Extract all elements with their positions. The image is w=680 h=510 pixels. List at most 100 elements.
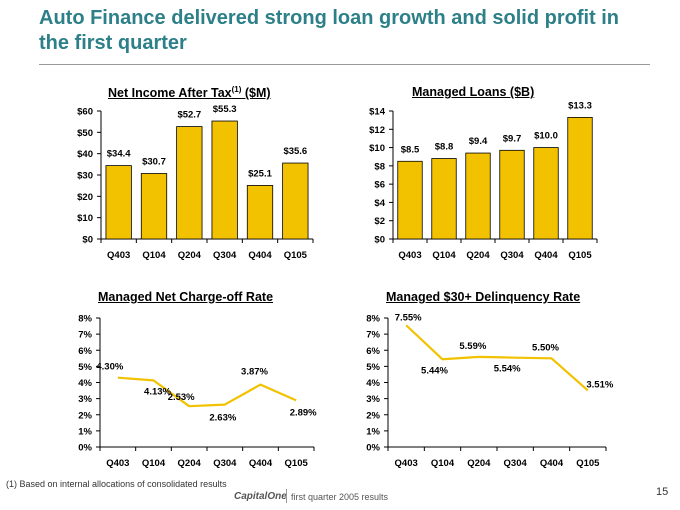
charge-off-x-tick-label: Q105 [285, 458, 309, 469]
charge-off-x-tick-label: Q404 [249, 458, 273, 469]
managed-loans-data-label: $8.5 [401, 144, 420, 155]
managed-loans-data-label: $8.8 [435, 142, 454, 153]
charge-off-y-tick-label: 1% [78, 426, 92, 437]
net-income-x-tick-label: Q105 [284, 250, 308, 261]
charge-off-y-tick-label: 8% [78, 314, 92, 325]
net-income-bar [282, 162, 309, 240]
net-income-x-tick-label: Q404 [248, 250, 272, 261]
managed-loans-bar [431, 158, 457, 240]
delinquency-data-label: 7.55% [395, 312, 422, 323]
charge-off-data-label: 2.63% [209, 413, 236, 424]
net-income-y-tick-label: $0 [82, 235, 93, 246]
charge-off-y-tick-label: 2% [78, 410, 92, 421]
net-income-data-label: $55.3 [213, 104, 237, 115]
charge-off-x-tick-label: Q304 [213, 458, 237, 469]
delinquency-y-tick-label: 3% [366, 394, 380, 405]
charge-off-y-tick-label: 7% [78, 330, 92, 341]
managed-loans-x-tick-label: Q404 [534, 250, 558, 261]
delinquency-x-tick-label: Q403 [395, 458, 418, 469]
delinquency-data-label: 5.59% [459, 341, 486, 352]
managed-loans-y-tick-label: $10 [369, 143, 385, 154]
managed-loans-bar [567, 117, 593, 240]
managed-loans-bar [499, 149, 525, 240]
delinquency-y-tick-label: 6% [366, 346, 380, 357]
delinquency-x-tick-label: Q105 [576, 458, 600, 469]
net-income-title-text: Net Income After Tax [108, 86, 232, 101]
delinquency-x-tick-label: Q204 [467, 458, 491, 469]
delinquency-chart-title: Managed $30+ Delinquency Rate [386, 290, 581, 304]
net-income-bar [140, 173, 168, 240]
page-number: 15 [656, 486, 669, 498]
net-income-chart-title: Net Income After Tax(1) ($M) [108, 85, 271, 100]
delinquency-y-tick-label: 7% [366, 330, 380, 341]
charge-off-y-tick-label: 5% [78, 362, 92, 373]
delinquency-y-tick-label: 1% [366, 426, 380, 437]
net-income-x-tick-label: Q403 [107, 250, 130, 261]
charge-off-data-label: 2.53% [168, 392, 195, 403]
managed-loans-y-tick-label: $14 [369, 107, 386, 118]
delinquency-y-tick-label: 8% [366, 314, 380, 325]
brand-separator [286, 489, 287, 503]
delinquency-data-label: 5.44% [421, 365, 448, 376]
net-income-y-tick-label: $50 [77, 128, 93, 139]
delinquency-y-tick-label: 0% [366, 443, 380, 454]
net-income-y-tick-label: $10 [77, 213, 93, 224]
managed-loans-y-tick-label: $12 [369, 125, 385, 136]
managed-loans-x-tick-label: Q304 [500, 250, 524, 261]
charge-off-x-tick-label: Q204 [178, 458, 202, 469]
delinquency-y-tick-label: 2% [366, 410, 380, 421]
net-income-y-tick-label: $40 [77, 149, 93, 160]
delinquency-y-tick-label: 4% [366, 378, 380, 389]
managed-loans-x-tick-label: Q105 [568, 250, 592, 261]
charge-off-y-tick-label: 4% [78, 378, 92, 389]
charge-off-y-tick-label: 6% [78, 346, 92, 357]
managed-loans-y-tick-label: $4 [374, 198, 385, 209]
delinquency-data-label: 5.50% [532, 342, 559, 353]
net-income-x-tick-label: Q304 [213, 250, 237, 261]
net-income-y-tick-label: $60 [77, 107, 93, 118]
charge-off-data-label: 4.30% [96, 362, 123, 373]
net-income-bar [176, 126, 203, 240]
managed-loans-y-tick-label: $8 [374, 161, 385, 172]
charge-off-series-line [117, 376, 297, 408]
footnote: (1) Based on internal allocations of con… [6, 479, 227, 489]
managed-loans-y-tick-label: $0 [374, 235, 385, 246]
charge-off-x-tick-label: Q104 [142, 458, 166, 469]
charge-off-chart-title: Managed Net Charge-off Rate [98, 290, 274, 304]
charge-off-y-tick-label: 3% [78, 394, 92, 405]
net-income-footnote-marker: (1) [231, 85, 242, 94]
delinquency-y-tick-label: 5% [366, 362, 380, 373]
managed-loans-data-label: $9.4 [469, 136, 488, 147]
delinquency-x-tick-label: Q304 [504, 458, 528, 469]
delinquency-data-label: 3.51% [586, 379, 613, 390]
net-income-data-label: $35.6 [283, 146, 307, 157]
net-income-data-label: $52.7 [177, 110, 201, 121]
delinquency-x-tick-label: Q104 [431, 458, 455, 469]
charge-off-data-label: 4.13% [144, 386, 171, 397]
net-income-bar [105, 165, 132, 240]
net-income-data-label: $30.7 [142, 157, 166, 168]
managed-loans-bar [533, 147, 559, 240]
managed-loans-data-label: $9.7 [503, 133, 522, 144]
net-income-y-tick-label: $30 [77, 171, 93, 182]
page-title: Auto Finance delivered strong loan growt… [39, 7, 620, 54]
charge-off-x-tick-label: Q403 [106, 458, 129, 469]
charge-off-data-label: 3.87% [241, 367, 268, 378]
managed-loans-data-label: $10.0 [534, 131, 558, 142]
managed-loans-data-label: $13.3 [568, 100, 592, 111]
net-income-title-unit: ($M) [241, 86, 271, 101]
managed-loans-bar [465, 152, 491, 240]
net-income-data-label: $25.1 [248, 168, 272, 179]
net-income-bar [211, 120, 238, 240]
brand-logo: CapitalOne [234, 491, 287, 502]
delinquency-x-tick-label: Q404 [540, 458, 564, 469]
managed-loans-chart-title: Managed Loans ($B) [412, 85, 535, 99]
net-income-x-tick-label: Q104 [142, 250, 166, 261]
title-divider [39, 64, 650, 65]
net-income-data-label: $34.4 [107, 149, 131, 160]
managed-loans-x-tick-label: Q104 [432, 250, 456, 261]
charge-off-data-label: 2.89% [290, 407, 317, 418]
net-income-bar [246, 185, 274, 240]
managed-loans-y-tick-label: $6 [374, 180, 385, 191]
